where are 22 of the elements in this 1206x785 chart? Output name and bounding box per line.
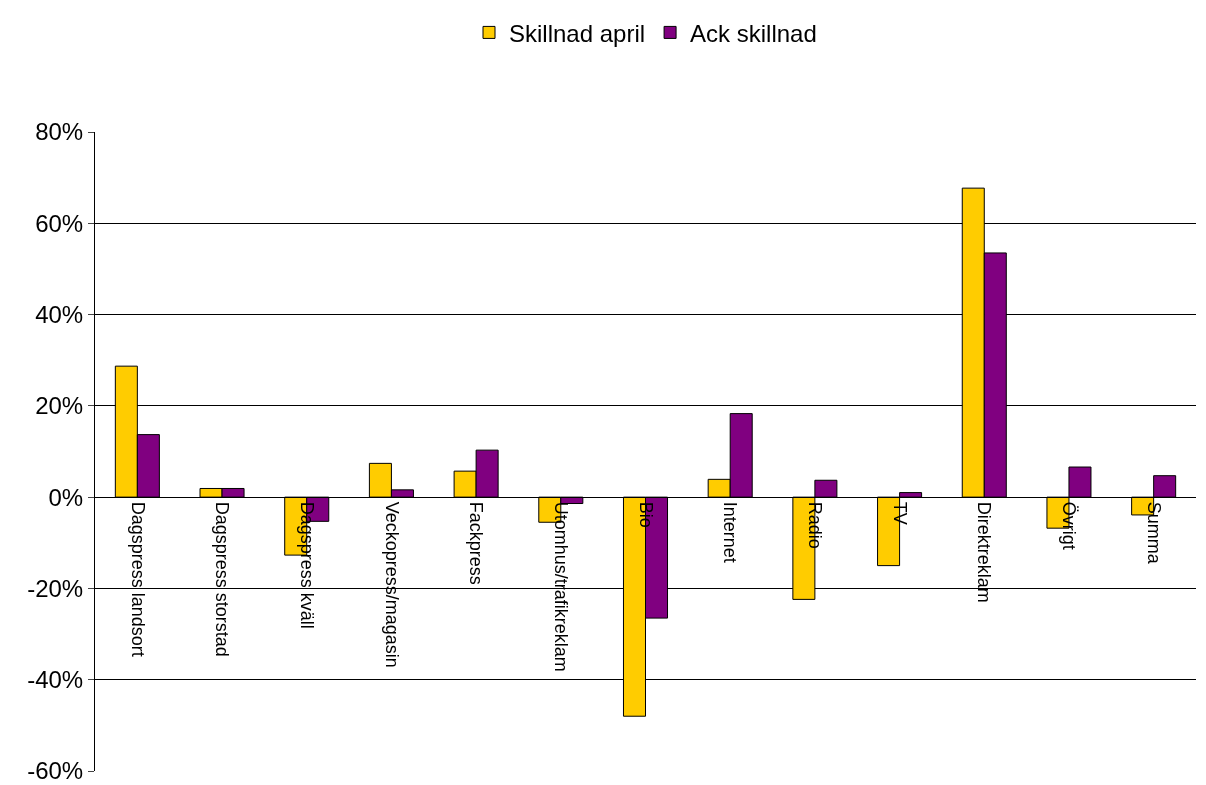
y-tick-label: 40% — [35, 300, 84, 328]
x-tick-label: Utomhus/trafikreklam — [550, 501, 571, 672]
x-tick-label: Direktreklam — [974, 501, 995, 603]
y-tick-label: 0% — [48, 483, 84, 511]
x-tick-label: Dagspress kväll — [296, 501, 317, 629]
x-tick-label: Veckopress/magasin — [381, 501, 402, 668]
x-tick-label: Radio — [805, 501, 826, 549]
x-tick-label: Fackpress — [466, 501, 487, 585]
legend-label: Ack skillnad — [690, 19, 817, 47]
x-tick-label: Dagspress landsort — [127, 501, 148, 657]
x-tick-label: Summa — [1143, 501, 1164, 565]
y-tick-label: 20% — [35, 392, 84, 420]
y-tick-label: 80% — [35, 118, 84, 146]
x-tick-label: TV — [889, 501, 910, 525]
x-tick-label: Internet — [720, 501, 741, 563]
y-tick-label: -20% — [27, 574, 84, 602]
y-tick-label: -60% — [27, 757, 84, 785]
x-tick-label: Övrigt — [1059, 501, 1080, 550]
y-tick-label: -40% — [27, 666, 84, 694]
legend-label: Skillnad april — [509, 19, 646, 47]
x-tick-label: Dagspress storstad — [212, 501, 233, 657]
y-tick-label: 60% — [35, 209, 84, 237]
